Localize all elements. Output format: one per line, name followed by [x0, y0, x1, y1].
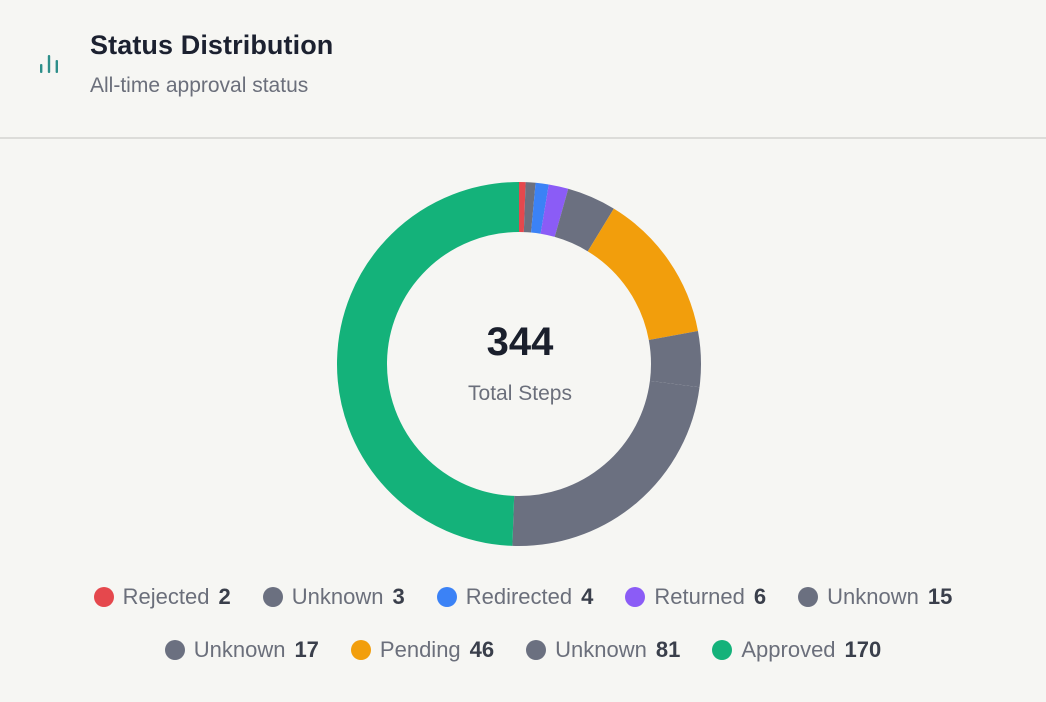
legend-value: 17: [294, 637, 319, 662]
legend-item-rejected[interactable]: Rejected 2: [93, 584, 231, 610]
donut-segment-unknown[interactable]: [648, 330, 701, 388]
legend-dot: [436, 587, 457, 607]
legend-dot: [625, 587, 646, 607]
donut-segment-unknown[interactable]: [554, 188, 614, 252]
legend-item-unknown[interactable]: Unknown 17: [164, 637, 319, 663]
legend-row: Rejected 2 Unknown 3 Redirected 4 Returned 6 Unk…: [0, 575, 1046, 619]
legend-item-unknown[interactable]: Unknown 3: [262, 584, 405, 610]
legend-dot: [93, 587, 114, 607]
legend-item-unknown[interactable]: Unknown 15: [798, 584, 952, 610]
legend-item-approved[interactable]: Approved 170: [712, 637, 881, 663]
legend-label: Pending: [379, 637, 461, 662]
card-title: Status Distribution: [90, 30, 334, 60]
donut-chart: 344 Total Steps: [0, 140, 1046, 580]
legend-dot: [712, 640, 733, 660]
legend-label: Unknown: [291, 584, 384, 609]
legend-label: Approved: [741, 637, 836, 662]
legend-value: 2: [218, 584, 231, 609]
bar-chart-icon: [40, 55, 58, 73]
legend-dot: [164, 640, 185, 660]
legend-value: 6: [753, 584, 767, 609]
legend-dot: [798, 587, 819, 607]
legend-dot: [350, 640, 371, 660]
legend-dot: [262, 587, 283, 607]
donut-segment-returned[interactable]: [540, 184, 569, 238]
total-steps-label: Total Steps: [468, 382, 572, 405]
legend-label: Rejected: [122, 584, 210, 609]
legend-label: Unknown: [193, 637, 286, 662]
donut-segment-approved[interactable]: [337, 182, 520, 546]
legend-item-returned[interactable]: Returned 6: [625, 584, 766, 610]
legend-label: Unknown: [555, 637, 647, 662]
legend-row: Unknown 17 Pending 46 Unknown 81 Approved 170: [0, 628, 1046, 672]
donut-chart-svg: [337, 182, 701, 546]
legend-value: 81: [655, 637, 681, 662]
legend-item-pending[interactable]: Pending 46: [350, 637, 495, 663]
legend-item-redirected[interactable]: Redirected 4: [436, 584, 594, 610]
legend-label: Returned: [654, 584, 745, 609]
donut-segment-pending[interactable]: [587, 208, 698, 341]
donut-segment-unknown[interactable]: [523, 182, 536, 233]
legend-value: 4: [581, 584, 594, 609]
legend-dot: [526, 640, 547, 660]
chart-legend: Rejected 2 Unknown 3 Redirected 4 Returned 6 Unk…: [0, 575, 1046, 681]
legend-value: 170: [844, 637, 882, 662]
card-header: Status Distribution All-time approval st…: [0, 0, 1046, 139]
donut-segment-redirected[interactable]: [530, 182, 549, 234]
legend-value: 15: [927, 584, 953, 609]
card-subtitle: All-time approval status: [90, 74, 309, 97]
donut-segment-unknown[interactable]: [512, 380, 700, 546]
total-steps-value: 344: [486, 320, 554, 364]
legend-label: Redirected: [465, 584, 573, 609]
legend-value: 3: [392, 584, 405, 609]
legend-value: 46: [469, 637, 495, 662]
legend-item-unknown[interactable]: Unknown 81: [526, 637, 680, 663]
legend-label: Unknown: [827, 584, 919, 609]
